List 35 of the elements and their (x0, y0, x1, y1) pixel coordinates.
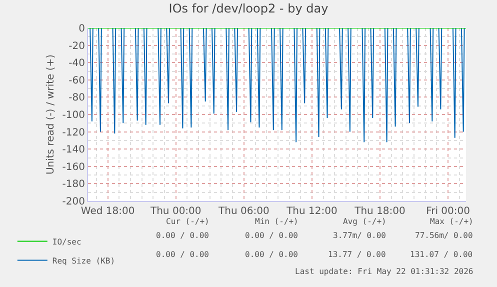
y-tick-label: -100 (62, 110, 85, 121)
y-tick-label: -140 (62, 144, 85, 156)
line-series (88, 28, 466, 143)
text: 0.00 / 0.00 (156, 231, 210, 240)
text: 0.00 / 0.00 (245, 231, 298, 240)
x-tick-label: Thu 18:00 (354, 206, 406, 217)
y-tick-label: -120 (62, 127, 85, 138)
text: 0.00 / 0.00 (245, 250, 298, 259)
x-tick-label: Fri 00:00 (426, 206, 470, 217)
x-tick-label: Thu 00:00 (149, 206, 202, 217)
y-tick-label: -80 (68, 92, 85, 104)
text: 3.77m/ 0.00 (333, 231, 386, 240)
x-tick-label: Thu 12:00 (286, 206, 338, 217)
text: Last update: Fri May 22 01:31:32 2026 (295, 267, 474, 276)
text: 77.56m/ 0.00 (415, 231, 473, 240)
text: 13.77 / 0.00 (328, 250, 386, 259)
y-tick-label: -200 (62, 196, 85, 208)
y-tick-label: -160 (62, 162, 85, 173)
y-tick-label: -20 (68, 40, 85, 52)
y-tick-label: -40 (68, 58, 85, 70)
y-tick-label: -60 (68, 75, 85, 86)
text: 0.00 / 0.00 (156, 250, 210, 259)
x-tick-label: Wed 18:00 (80, 206, 135, 217)
legend-label: IO/sec (52, 237, 82, 246)
text: Min (-/+) (255, 217, 298, 226)
y-tick-label: 0 (78, 24, 85, 34)
text: Cur (-/+) (166, 217, 210, 226)
text: 131.07 / 0.00 (410, 250, 473, 259)
text: Avg (-/+) (343, 217, 386, 226)
y-tick-label: -180 (62, 179, 85, 190)
legend-label: Req Size (KB) (52, 256, 116, 266)
chart-title: IOs for /dev/loop2 - by day (168, 2, 328, 16)
x-tick-label: Thu 06:00 (218, 206, 270, 217)
y-axis-title: Units read (-) / write (+) (45, 54, 56, 175)
text: Max (-/+) (430, 217, 474, 226)
